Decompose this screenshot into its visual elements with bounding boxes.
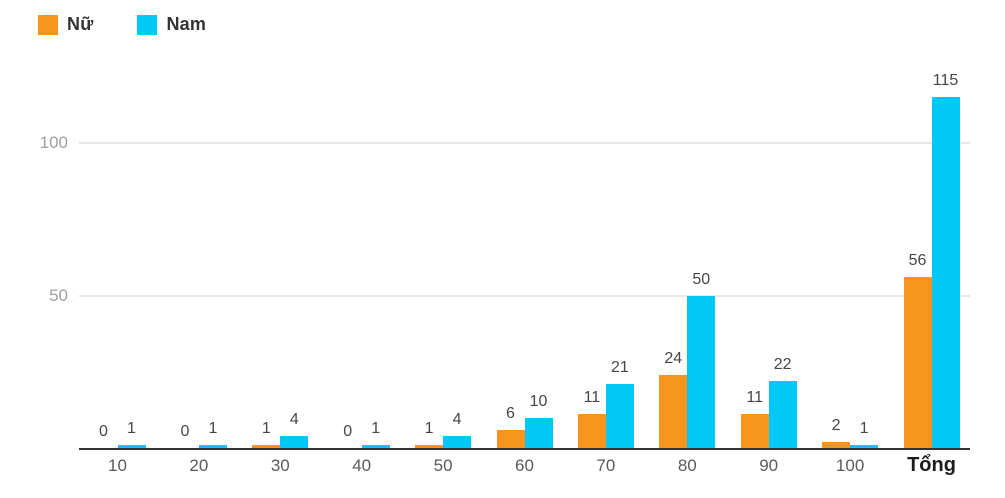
legend-label-nu: Nữ	[67, 14, 94, 34]
bar-nu-70[interactable]	[577, 414, 606, 448]
legend-item-nu: Nữ	[38, 14, 93, 35]
value-label-nam-30: 4	[289, 410, 299, 428]
y-axis-tick-label: 100	[39, 133, 68, 152]
legend-swatch-nam	[137, 14, 158, 35]
legend-item-nam: Nam	[137, 14, 206, 35]
bar-nam-30[interactable]	[280, 435, 309, 448]
gridline-50	[79, 294, 970, 297]
x-axis-tick-label: Tổng	[907, 454, 956, 476]
value-label-nu-Tổng: 56	[908, 252, 927, 270]
value-label-nu-40: 0	[343, 423, 353, 440]
bar-nam-60[interactable]	[524, 417, 553, 448]
x-axis-tick-label: 90	[759, 456, 779, 475]
bar-nu-80[interactable]	[659, 374, 688, 448]
value-label-nam-60: 10	[529, 392, 548, 410]
x-axis-tick-label: 80	[677, 456, 697, 475]
gridline-100	[79, 142, 970, 144]
bar-nu-60[interactable]	[496, 429, 525, 448]
value-label-nu-60: 6	[506, 404, 515, 422]
bar-nam-100[interactable]	[850, 444, 879, 448]
bar-nam-20[interactable]	[198, 444, 227, 448]
x-axis-tick-label: 70	[596, 456, 616, 475]
legend-swatch-nu	[38, 14, 58, 35]
bar-nu-30[interactable]	[252, 444, 281, 448]
x-axis-tick-label: 50	[433, 456, 453, 475]
y-axis-tick-label: 50	[49, 285, 68, 305]
value-label-nam-80: 50	[692, 270, 711, 288]
bar-nam-90[interactable]	[768, 380, 797, 448]
legend-label-nam: Nam	[166, 14, 207, 34]
value-label-nu-70: 11	[583, 389, 601, 407]
value-label-nu-100: 2	[831, 416, 841, 434]
bar-nam-80[interactable]	[687, 295, 716, 448]
value-label-nu-80: 24	[664, 349, 683, 367]
bar-nam-50[interactable]	[443, 435, 472, 448]
bar-nu-50[interactable]	[415, 444, 444, 448]
x-axis-tick-label: 30	[270, 456, 290, 475]
value-label-nam-100: 1	[859, 419, 869, 437]
x-axis-tick-label: 10	[108, 456, 127, 475]
bar-nam-70[interactable]	[605, 383, 634, 448]
value-label-nu-50: 1	[424, 419, 434, 437]
value-label-nu-90: 11	[746, 389, 763, 407]
bar-nam-10[interactable]	[117, 444, 146, 448]
x-axis-tick-label: 20	[189, 456, 209, 475]
value-label-nam-70: 21	[610, 358, 629, 376]
value-label-nam-10: 1	[127, 419, 136, 437]
bar-nu-100[interactable]	[822, 441, 851, 448]
x-axis-line	[79, 448, 970, 450]
value-label-nam-90: 22	[773, 355, 792, 373]
x-axis-tick-label: 40	[352, 456, 372, 475]
value-label-nu-30: 1	[261, 419, 271, 437]
bar-nu-Tổng[interactable]	[903, 277, 932, 448]
x-axis-tick-label: 100	[835, 456, 865, 475]
chart-legend: Nữ Nam	[38, 14, 206, 35]
bar-nu-90[interactable]	[740, 414, 769, 448]
value-label-nam-20: 1	[208, 419, 218, 437]
value-label-nu-10: 0	[99, 423, 108, 440]
value-label-nam-Tổng: 115	[932, 72, 959, 90]
bar-nam-40[interactable]	[361, 444, 390, 448]
x-axis-tick-label: 60	[515, 456, 534, 475]
value-label-nu-20: 0	[180, 423, 190, 440]
value-label-nam-40: 1	[371, 419, 381, 437]
value-label-nam-50: 4	[452, 410, 462, 428]
bar-nam-Tổng[interactable]	[931, 97, 960, 448]
